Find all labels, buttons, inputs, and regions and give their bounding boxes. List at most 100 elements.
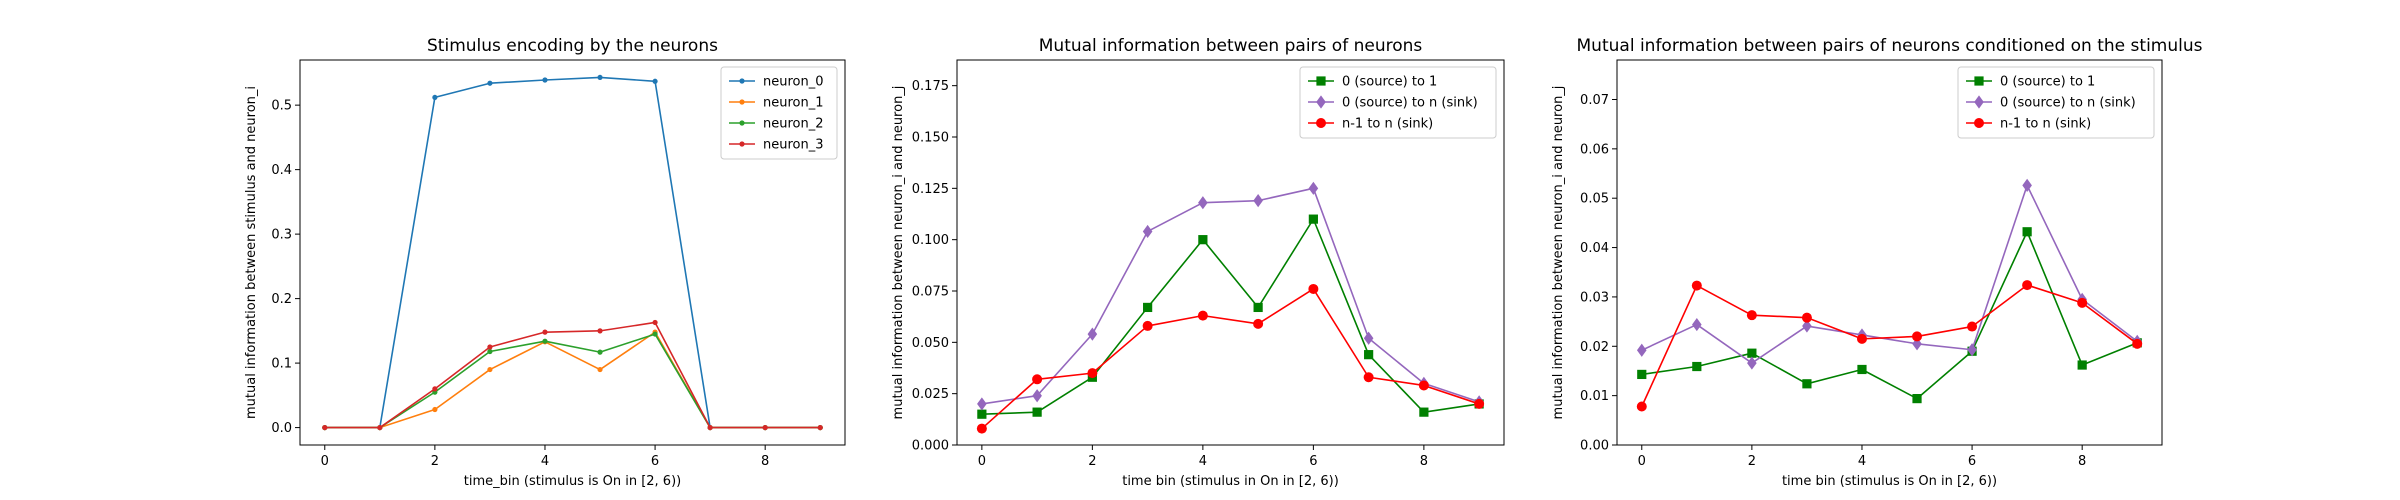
data-point <box>1637 369 1647 380</box>
series-line-1 <box>981 187 1480 405</box>
data-point <box>2132 338 2143 349</box>
legend-label: 0 (source) to 1 <box>1342 75 1437 90</box>
legend-marker <box>1974 118 1984 128</box>
y-tick-label: 0.0 <box>271 421 292 436</box>
data-point <box>1636 401 1647 412</box>
legend-label: neuron_0 <box>763 75 824 90</box>
data-point <box>1474 398 1485 409</box>
data-point <box>1747 356 1757 370</box>
data-point <box>597 328 603 334</box>
y-tick-label: 0.01 <box>1580 389 1609 404</box>
y-tick-label: 0.03 <box>1580 290 1609 305</box>
y-tick-label: 0.100 <box>912 233 949 248</box>
data-point <box>487 80 493 86</box>
x-tick-label: 2 <box>1748 454 1756 469</box>
legend-label: neuron_1 <box>763 96 824 111</box>
plot-frame <box>956 59 1505 446</box>
legend-label: n-1 to n (sink) <box>2000 117 2091 132</box>
data-point <box>652 78 658 84</box>
chart-title: Mutual information between pairs of neur… <box>1039 36 1423 56</box>
series-line-0 <box>981 218 1480 415</box>
y-axis-label: mutual information between stimulus and … <box>244 86 259 419</box>
legend: neuron_0 neuron_1 neuron_2 neuron_3 <box>720 66 838 160</box>
data-point <box>1087 368 1098 379</box>
y-tick-label: 0.075 <box>912 285 949 300</box>
data-point <box>542 338 548 344</box>
x-tick-label: 0 <box>978 454 986 469</box>
data-point <box>1801 312 1812 323</box>
data-point <box>1253 194 1263 208</box>
plot-frame <box>299 59 846 446</box>
legend-marker <box>1316 95 1326 109</box>
data-point <box>1364 350 1374 360</box>
x-tick-label: 4 <box>1858 454 1866 469</box>
y-tick-label: 0.025 <box>912 387 949 402</box>
plot-frame <box>1616 59 2163 446</box>
data-point <box>1143 302 1153 313</box>
data-point <box>1747 348 1757 358</box>
data-point <box>377 424 383 431</box>
data-point <box>1746 310 1757 321</box>
legend-label: 0 (source) to n (sink) <box>2000 96 2136 111</box>
y-tick-label: 0.4 <box>271 163 292 178</box>
data-point <box>1197 310 1208 321</box>
data-point <box>1419 407 1429 417</box>
data-point <box>432 406 438 413</box>
legend-box <box>1957 66 2155 139</box>
x-tick-label: 4 <box>1199 454 1207 469</box>
data-point <box>542 329 548 335</box>
data-point <box>597 349 603 355</box>
data-point <box>1363 372 1374 383</box>
data-point <box>2077 297 2088 308</box>
data-point <box>542 77 548 83</box>
data-point <box>707 424 713 431</box>
data-point <box>1856 333 1867 344</box>
data-point <box>1967 343 1977 357</box>
y-tick-label: 0.2 <box>271 292 292 307</box>
data-point <box>1253 318 1264 329</box>
series-line-2 <box>1641 284 2138 407</box>
x-tick-label: 0 <box>1638 454 1646 469</box>
x-tick-label: 8 <box>1420 454 1428 469</box>
legend-box <box>720 66 838 160</box>
data-point <box>1802 319 1812 333</box>
data-point <box>1142 320 1153 331</box>
y-tick-label: 0.07 <box>1580 93 1609 108</box>
series-line-3 <box>324 321 821 429</box>
data-point <box>432 94 438 101</box>
x-tick-label: 6 <box>1968 454 1976 469</box>
data-point <box>2022 280 2033 291</box>
data-point <box>1142 224 1153 239</box>
legend-marker <box>739 141 745 147</box>
data-point <box>1418 380 1429 391</box>
chart-panel-0: Stimulus encoding by the neurons 0 2 4 6 8 0.0… <box>244 36 846 489</box>
legend-label: n-1 to n (sink) <box>1342 117 1433 132</box>
y-tick-label: 0.175 <box>912 79 949 94</box>
y-tick-label: 0.1 <box>271 357 292 372</box>
y-tick-label: 0.06 <box>1580 142 1609 157</box>
legend-label: neuron_3 <box>763 138 824 153</box>
x-tick-label: 6 <box>1309 454 1317 469</box>
data-point <box>1198 235 1208 245</box>
series-line-1 <box>1641 184 2138 364</box>
y-tick-label: 0.125 <box>912 182 949 197</box>
y-tick-label: 0.150 <box>912 131 949 146</box>
data-point <box>1692 361 1702 372</box>
legend-label: neuron_2 <box>763 117 824 132</box>
legend-label: 0 (source) to 1 <box>2000 75 2095 90</box>
data-point <box>487 344 493 350</box>
data-point <box>1253 302 1263 313</box>
series-line-0 <box>1641 230 2138 400</box>
data-point <box>1032 374 1043 385</box>
data-point <box>762 424 768 431</box>
data-point <box>1912 394 1922 404</box>
legend-marker <box>1316 76 1326 86</box>
series-line-2 <box>981 288 1480 430</box>
x-axis-label: time bin (stimulus in On in [2, 6)) <box>1122 474 1339 489</box>
data-point <box>1032 389 1042 403</box>
data-point <box>322 424 328 431</box>
data-point <box>2022 227 2032 237</box>
y-tick-label: 0.02 <box>1580 340 1609 355</box>
chart-title: Mutual information between pairs of neur… <box>1577 36 2203 56</box>
data-point <box>1198 196 1208 210</box>
